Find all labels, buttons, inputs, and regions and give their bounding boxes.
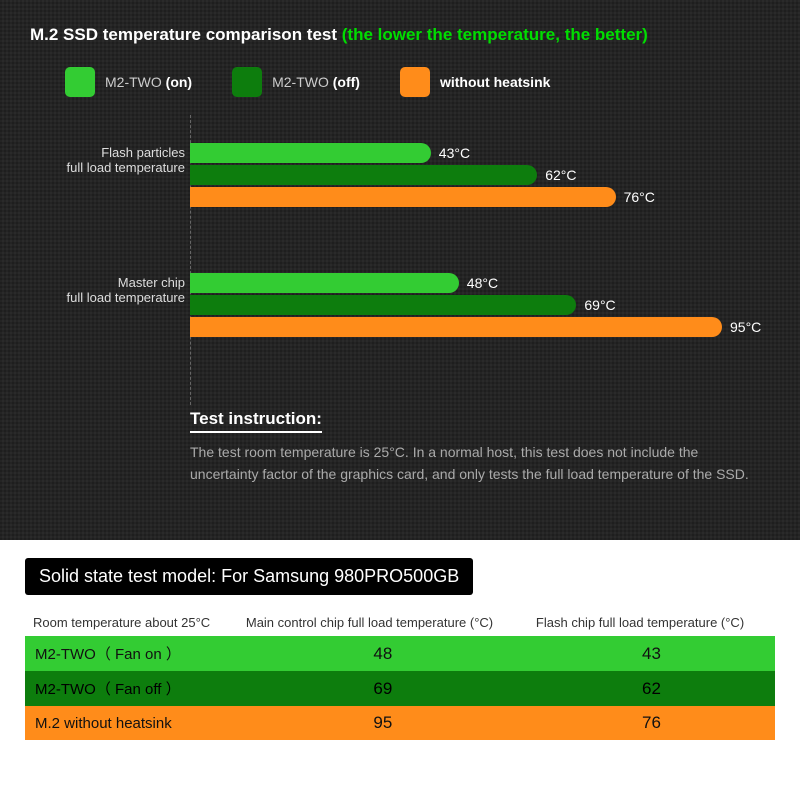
- row-label: M2-TWO（ Fan off ）: [25, 671, 238, 706]
- bar: [190, 143, 431, 163]
- cell-flash: 43: [528, 636, 775, 671]
- bar-value: 48°C: [467, 275, 498, 291]
- legend-label: M2-TWO (on): [105, 74, 192, 90]
- title-sub: (the lower the temperature, the better): [342, 25, 648, 44]
- cell-flash: 76: [528, 706, 775, 740]
- bar: [190, 187, 616, 207]
- table-panel: Solid state test model: For Samsung 980P…: [0, 540, 800, 800]
- bar-value: 43°C: [439, 145, 470, 161]
- row-label: M.2 without heatsink: [25, 706, 238, 740]
- bar-value: 95°C: [730, 319, 761, 335]
- legend-swatch: [400, 67, 430, 97]
- chart-panel: M.2 SSD temperature comparison test (the…: [0, 0, 800, 540]
- bar: [190, 165, 537, 185]
- legend-swatch: [65, 67, 95, 97]
- table-row: M2-TWO（ Fan off ）6962: [25, 671, 775, 706]
- bar-value: 62°C: [545, 167, 576, 183]
- bar: [190, 273, 459, 293]
- table-title: Solid state test model: For Samsung 980P…: [25, 558, 473, 595]
- cell-main: 48: [238, 636, 528, 671]
- page-title: M.2 SSD temperature comparison test (the…: [30, 25, 770, 45]
- instruction-block: Test instruction: The test room temperat…: [190, 409, 770, 485]
- legend-label: M2-TWO (off): [272, 74, 360, 90]
- legend-label: without heatsink: [440, 74, 550, 90]
- table-header: Main control chip full load temperature …: [238, 609, 528, 636]
- instruction-heading: Test instruction:: [190, 409, 322, 433]
- table-header: Room temperature about 25°C: [25, 609, 238, 636]
- instruction-body: The test room temperature is 25°C. In a …: [190, 441, 770, 485]
- group-label: Master chipfull load temperature: [30, 275, 185, 305]
- bar-chart: Flash particlesfull load temperature 43°C…: [30, 115, 770, 405]
- bar: [190, 317, 722, 337]
- cell-main: 95: [238, 706, 528, 740]
- bar-value: 76°C: [624, 189, 655, 205]
- row-label: M2-TWO（ Fan on ）: [25, 636, 238, 671]
- table-header: Flash chip full load temperature (°C): [528, 609, 775, 636]
- legend-swatch: [232, 67, 262, 97]
- table-row: M2-TWO（ Fan on ）4843: [25, 636, 775, 671]
- data-table: Room temperature about 25°CMain control …: [25, 609, 775, 740]
- bar: [190, 295, 576, 315]
- cell-main: 69: [238, 671, 528, 706]
- bar-value: 69°C: [584, 297, 615, 313]
- group-label: Flash particlesfull load temperature: [30, 145, 185, 175]
- cell-flash: 62: [528, 671, 775, 706]
- legend: M2-TWO (on) M2-TWO (off) without heatsink: [65, 67, 770, 97]
- title-main: M.2 SSD temperature comparison test: [30, 25, 342, 44]
- table-row: M.2 without heatsink9576: [25, 706, 775, 740]
